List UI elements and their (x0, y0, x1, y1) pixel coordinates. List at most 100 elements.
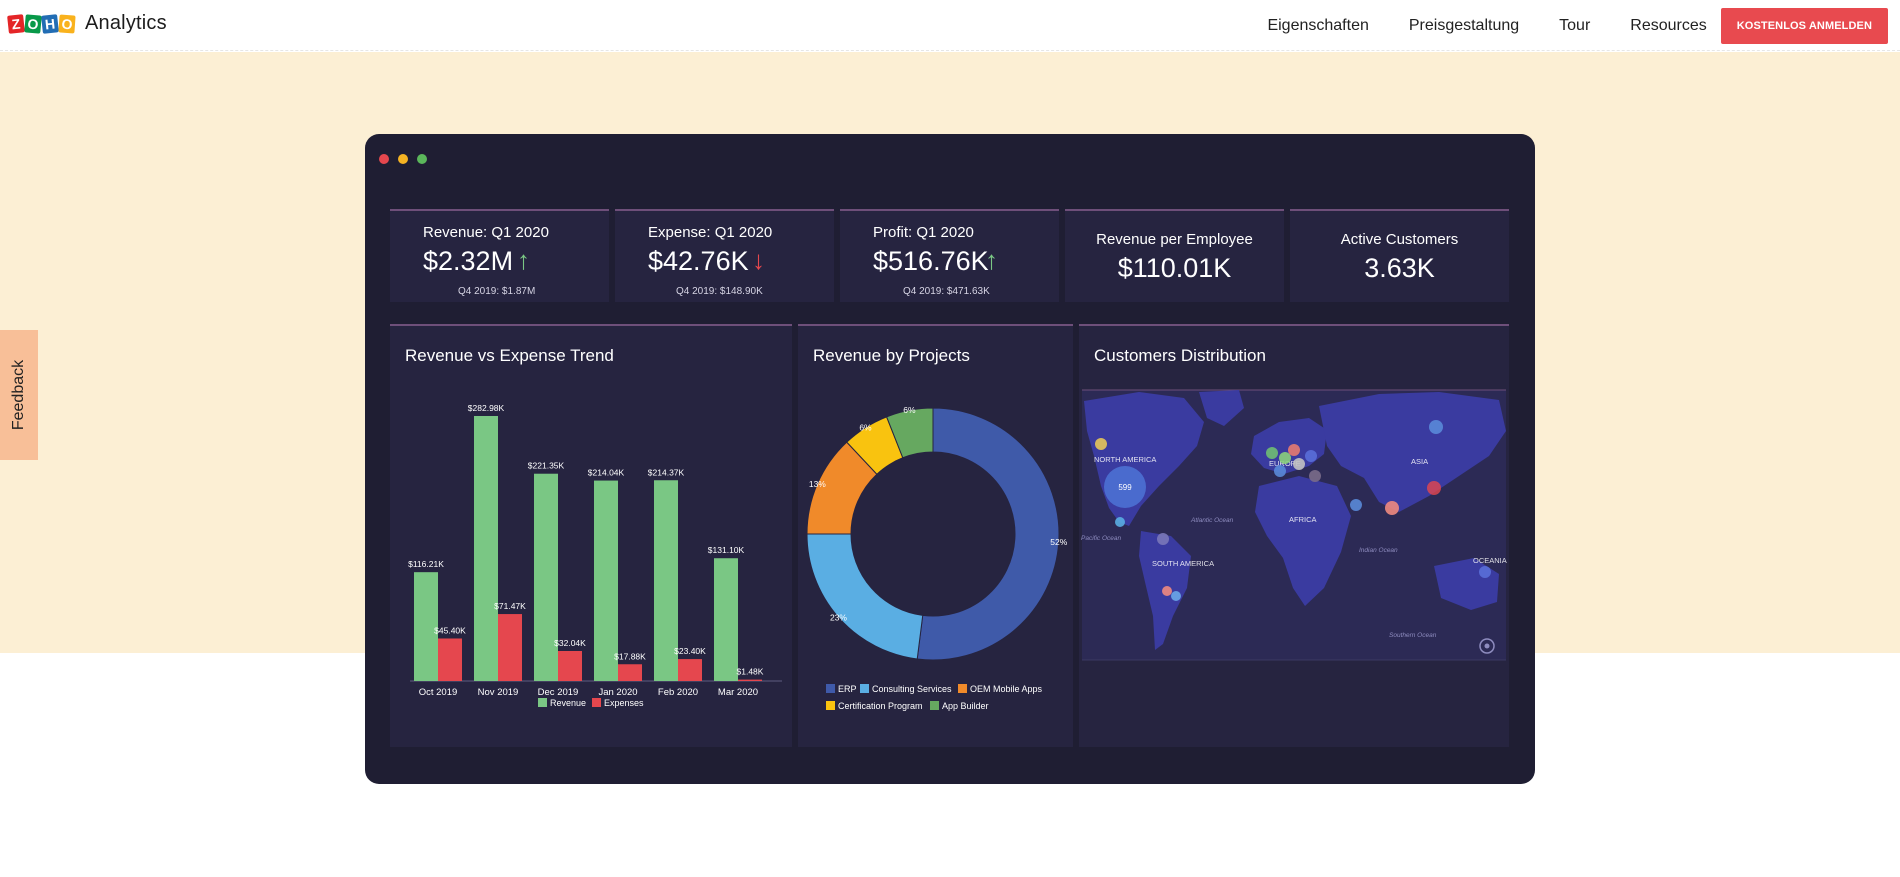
nav-link-eigenschaften[interactable]: Eigenschaften (1267, 17, 1369, 34)
legend-swatch (538, 698, 547, 707)
window-controls (379, 154, 427, 164)
map-bubble[interactable] (1309, 470, 1321, 482)
map-bubble[interactable] (1095, 438, 1107, 450)
nav-link-preisgestaltung[interactable]: Preisgestaltung (1408, 17, 1520, 34)
bar-revenue (534, 473, 558, 681)
map-ocean-label: Southern Ocean (1389, 632, 1437, 639)
kpi-value: $42.76K (648, 246, 749, 276)
x-tick-label: Feb 2020 (658, 687, 698, 698)
feedback-tab[interactable]: Feedback (0, 330, 38, 460)
zoho-logo-letter: O (24, 13, 42, 34)
legend-swatch (826, 701, 835, 710)
data-label-revenue: $214.04K (588, 468, 625, 478)
map-bubble[interactable] (1429, 420, 1443, 434)
data-label-expenses: $23.40K (674, 646, 706, 656)
x-tick-label: Oct 2019 (419, 687, 458, 698)
bar-revenue (474, 416, 498, 681)
map-bubble[interactable] (1305, 450, 1317, 462)
legend-swatch (592, 698, 601, 707)
kpi-comparison: Q4 2019: $148.90K (676, 286, 763, 297)
kpi-title: Active Customers (1340, 231, 1459, 248)
data-label-expenses: $45.40K (434, 625, 466, 635)
map-bubble[interactable] (1479, 566, 1491, 578)
data-label-expenses: $32.04K (554, 638, 586, 648)
data-label-revenue: $116.21K (408, 559, 444, 569)
map-label: ASIA (1411, 457, 1428, 466)
map-label: OCEANIA (1473, 556, 1507, 565)
map-settings-icon[interactable] (1479, 638, 1495, 654)
bar-expenses (738, 679, 762, 681)
slice-label: 52% (1050, 537, 1067, 547)
main-nav: Eigenschaften Preisgestaltung Tour Resou… (1267, 8, 1888, 44)
legend-label: Consulting Services (872, 684, 952, 694)
map-bubble[interactable] (1104, 466, 1146, 508)
legend-label: ERP (838, 684, 857, 694)
map-land-africa (1255, 476, 1351, 606)
donut-slice (885, 407, 934, 459)
zoho-analytics-logo[interactable]: Z O H O Analytics (7, 12, 167, 35)
panel-title: Customers Distribution (1094, 346, 1266, 365)
map-land-greenland (1199, 390, 1244, 426)
data-label-revenue: $131.10K (708, 545, 745, 555)
kpi-comparison: Q4 2019: $1.87M (458, 286, 536, 297)
map-bubble[interactable] (1279, 452, 1291, 464)
close-dot-icon (379, 154, 389, 164)
signup-button[interactable]: KOSTENLOS ANMELDEN (1720, 8, 1888, 44)
panel-title: Revenue by Projects (813, 346, 970, 365)
panel-revenue-vs-expense: Revenue vs Expense Trend $116.21K $45.40K… (390, 324, 792, 747)
arrow-up-icon: ↑ (517, 245, 530, 275)
legend-label: OEM Mobile Apps (970, 684, 1043, 694)
legend-swatch (860, 684, 869, 693)
kpi-comparison: Q4 2019: $471.63K (903, 286, 990, 297)
kpi-card-active-customers: Active Customers 3.63K (1290, 209, 1509, 302)
donut-chart: 52% 23% 13% 6% 6% ERP Consulting Services OEM M… (806, 405, 1068, 711)
x-tick-label: Jan 2020 (598, 687, 637, 698)
map-bubble[interactable] (1385, 501, 1399, 515)
map-bubble[interactable] (1162, 586, 1172, 596)
data-label-expenses: $1.48K (737, 667, 764, 677)
map-bubble[interactable] (1288, 444, 1300, 456)
arrow-down-icon: ↓ (752, 245, 765, 275)
legend-swatch (826, 684, 835, 693)
map-label: SOUTH AMERICA (1152, 559, 1214, 568)
legend-label: Revenue (550, 698, 586, 708)
nav-link-tour[interactable]: Tour (1559, 17, 1591, 34)
bar-chart: $116.21K $45.40K Oct 2019 $282.98K $71.47K No… (408, 403, 782, 708)
data-label-revenue: $221.35K (528, 461, 565, 471)
top-navigation-bar: Z O H O Analytics Eigenschaften Preisges… (0, 0, 1900, 51)
x-tick-label: Dec 2019 (538, 687, 579, 698)
map-bubble[interactable] (1157, 533, 1169, 545)
donut-slice (806, 533, 924, 660)
bar-expenses (618, 664, 642, 681)
map-bubble[interactable] (1266, 447, 1278, 459)
legend-swatch (958, 684, 967, 693)
kpi-value: $2.32M (423, 246, 514, 276)
map-bubble[interactable] (1350, 499, 1362, 511)
nav-link-resources[interactable]: Resources (1630, 17, 1707, 34)
kpi-title: Revenue: Q1 2020 (423, 224, 549, 241)
map-bubble[interactable] (1427, 481, 1441, 495)
bar-revenue (714, 558, 738, 681)
kpi-value: $516.76K (873, 246, 989, 276)
kpi-value: 3.63K (1364, 253, 1435, 283)
slice-label: 6% (903, 405, 916, 415)
kpi-card-revenue-per-employee: Revenue per Employee $110.01K (1065, 209, 1284, 302)
map-bubble[interactable] (1171, 591, 1181, 601)
map-ocean-label: Indian Ocean (1359, 547, 1398, 554)
legend-label: App Builder (942, 701, 989, 711)
map-bubble[interactable] (1274, 465, 1286, 477)
bar-revenue (414, 572, 438, 681)
bar-expenses (558, 650, 582, 681)
map-ocean-label: Atlantic Ocean (1190, 517, 1234, 524)
map-label: NORTH AMERICA (1094, 455, 1156, 464)
bar-expenses (678, 659, 702, 681)
data-label-expenses: $71.47K (494, 601, 526, 611)
slice-label: 6% (859, 423, 872, 433)
map-bubble[interactable] (1293, 458, 1305, 470)
kpi-title: Revenue per Employee (1096, 231, 1253, 248)
panel-revenue-by-projects: Revenue by Projects 52% 23% 13% 6% 6% ERP Cons… (798, 324, 1073, 747)
data-label-revenue: $282.98K (468, 403, 505, 413)
world-map: NORTH AMERICA SOUTH AMERICA EUROPE AFRIC… (1081, 389, 1507, 661)
maximize-dot-icon (417, 154, 427, 164)
map-bubble[interactable] (1115, 517, 1125, 527)
